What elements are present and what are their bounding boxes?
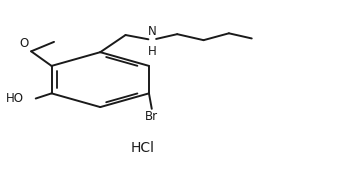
Text: H: H [148, 45, 156, 58]
Text: Br: Br [145, 110, 158, 123]
Text: N: N [148, 25, 156, 38]
Text: HCl: HCl [130, 141, 154, 155]
Text: O: O [20, 38, 29, 51]
Text: HO: HO [5, 92, 23, 105]
